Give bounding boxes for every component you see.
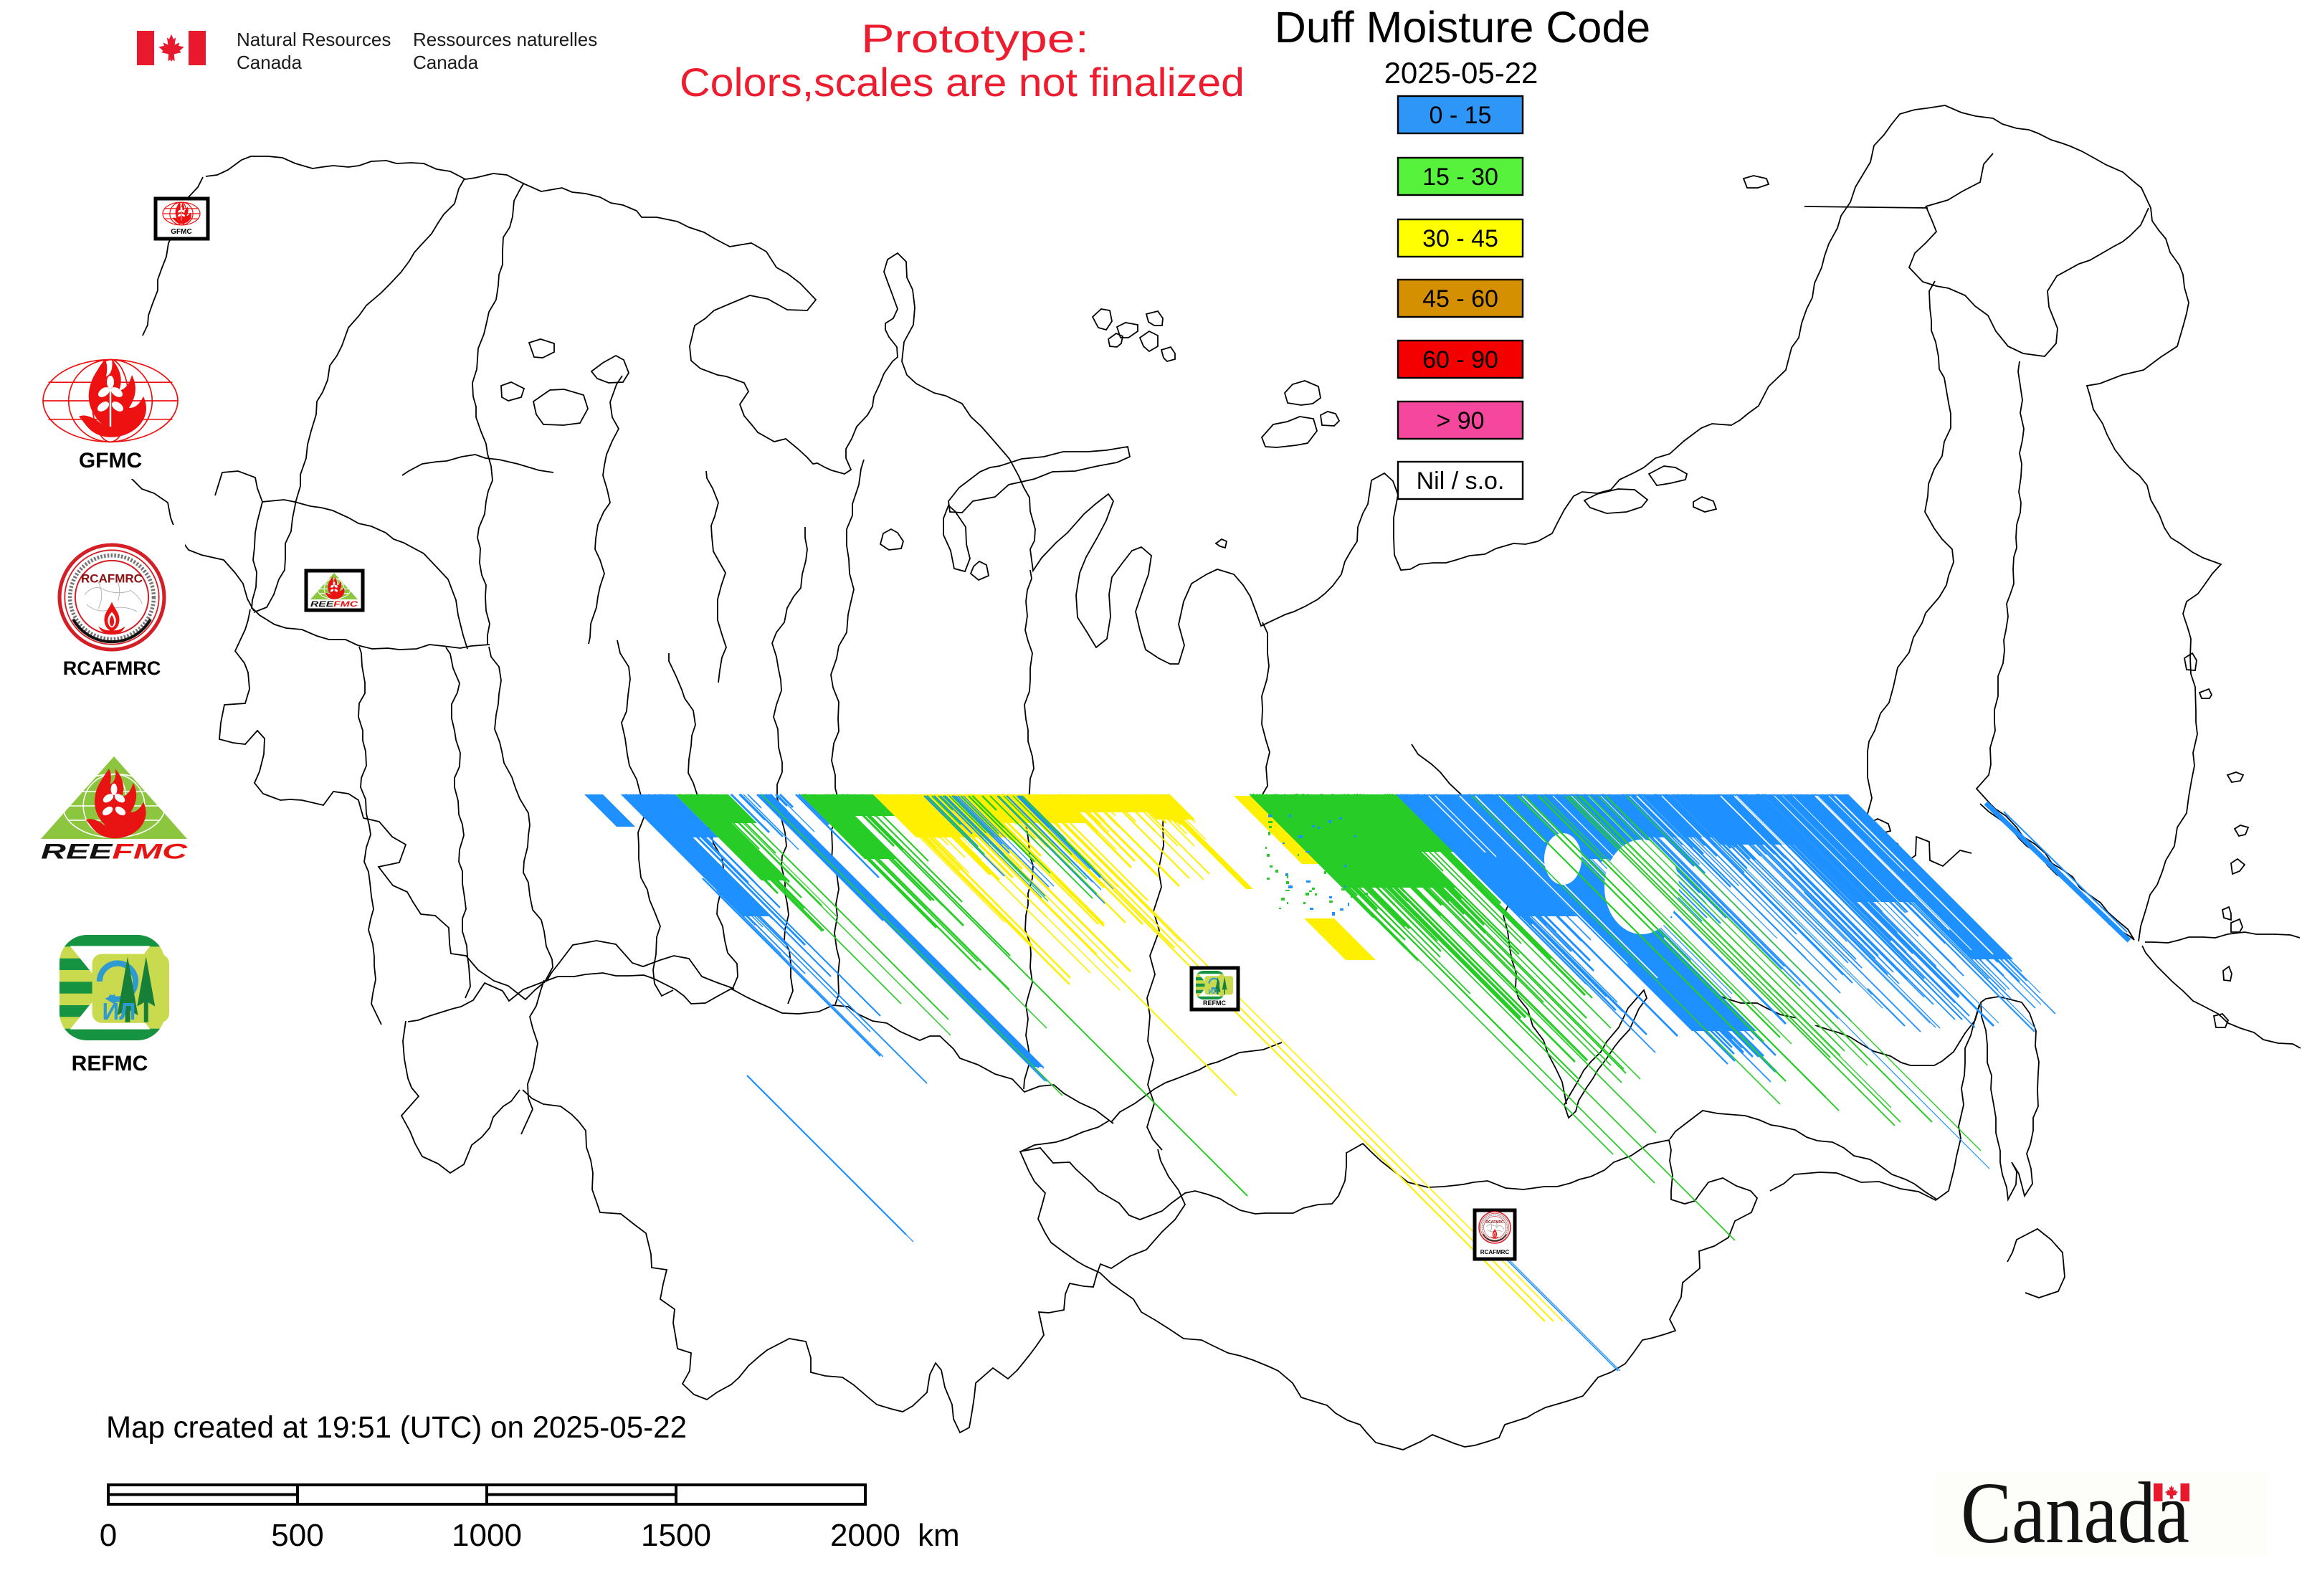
- svg-text:REFMC: REFMC: [72, 1052, 148, 1075]
- svg-text:1500: 1500: [641, 1518, 711, 1553]
- svg-text:GFMC: GFMC: [171, 228, 191, 236]
- svg-text:Ressources naturelles: Ressources naturelles: [413, 29, 597, 50]
- svg-text:15 - 30: 15 - 30: [1422, 163, 1498, 191]
- svg-text:REFMC: REFMC: [1203, 999, 1226, 1007]
- svg-text:0: 0: [100, 1518, 117, 1553]
- svg-text:Duff Moisture Code: Duff Moisture Code: [1275, 3, 1650, 52]
- svg-text:0 - 15: 0 - 15: [1430, 102, 1492, 129]
- svg-text:Canada: Canada: [237, 52, 303, 73]
- svg-text:RCAFMRC: RCAFMRC: [1485, 1220, 1504, 1225]
- svg-text:Natural Resources: Natural Resources: [237, 29, 391, 50]
- svg-text:Colors,scales are not finalize: Colors,scales are not finalized: [680, 60, 1245, 105]
- svg-text:> 90: > 90: [1436, 407, 1484, 434]
- svg-text:RCAFMRC: RCAFMRC: [81, 572, 143, 586]
- svg-text:1000: 1000: [452, 1518, 522, 1553]
- svg-text:GFMC: GFMC: [79, 449, 142, 472]
- svg-text:ИЛ: ИЛ: [103, 998, 136, 1025]
- svg-text:Prototype:: Prototype:: [861, 16, 1089, 61]
- svg-text:2025-05-22: 2025-05-22: [1384, 56, 1538, 90]
- svg-text:Nil / s.o.: Nil / s.o.: [1417, 467, 1505, 495]
- svg-text:45 - 60: 45 - 60: [1422, 285, 1498, 313]
- svg-text:500: 500: [271, 1518, 323, 1553]
- svg-text:30 - 45: 30 - 45: [1422, 225, 1498, 252]
- svg-text:Map created at 19:51 (UTC) on: Map created at 19:51 (UTC) on 2025-05-22: [106, 1410, 687, 1445]
- svg-text:Canada: Canada: [413, 52, 479, 73]
- svg-text:60 - 90: 60 - 90: [1422, 346, 1498, 374]
- svg-text:km: km: [918, 1518, 960, 1553]
- svg-text:ИЛ: ИЛ: [1209, 988, 1218, 995]
- svg-text:RCAFMRC: RCAFMRC: [1480, 1249, 1510, 1255]
- svg-text:Canada: Canada: [1961, 1465, 2189, 1562]
- svg-text:RCAFMRC: RCAFMRC: [63, 657, 161, 679]
- svg-text:2000: 2000: [830, 1518, 900, 1553]
